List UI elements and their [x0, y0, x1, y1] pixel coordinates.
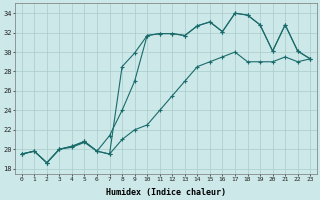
X-axis label: Humidex (Indice chaleur): Humidex (Indice chaleur) — [106, 188, 226, 197]
